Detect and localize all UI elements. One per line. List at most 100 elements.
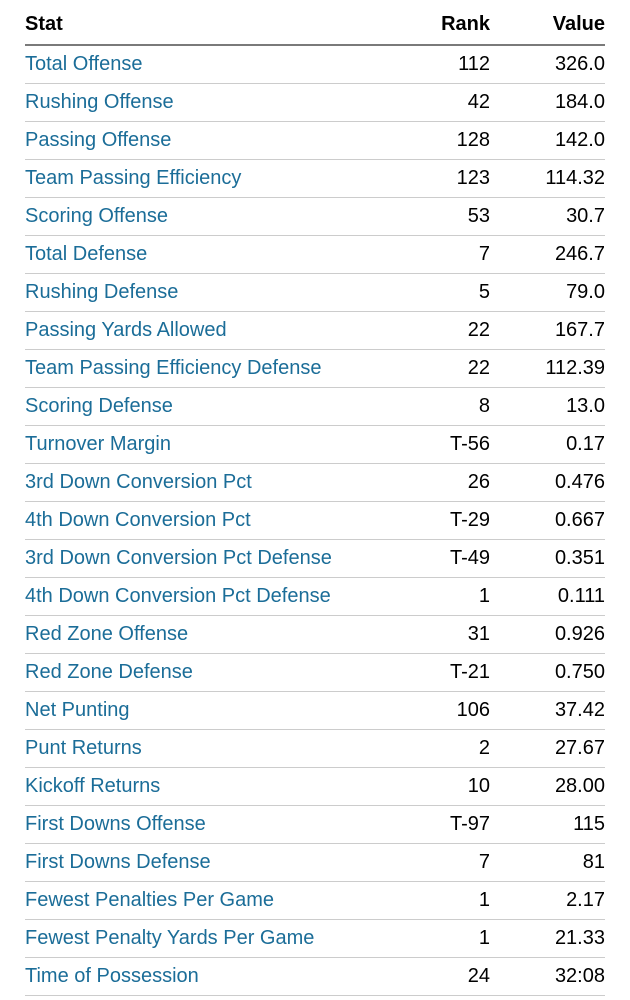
stat-link[interactable]: 3rd Down Conversion Pct [25, 471, 252, 493]
value-cell: 37.42 [490, 691, 605, 730]
stat-link[interactable]: 4th Down Conversion Pct [25, 509, 251, 531]
column-header-rank: Rank [400, 0, 490, 46]
rank-cell: 22 [400, 311, 490, 350]
table-row: Turnover Margin T-56 0.17 [25, 425, 605, 464]
stat-link[interactable]: Rushing Offense [25, 91, 174, 113]
stat-cell: 3rd Down Conversion Pct [25, 463, 400, 502]
column-header-value: Value [490, 0, 605, 46]
table-row: Passing Offense 128 142.0 [25, 121, 605, 160]
table-row: 3rd Down Conversion Pct Defense T-49 0.3… [25, 539, 605, 578]
stat-cell: Time of Possession [25, 957, 400, 996]
rank-cell: T-29 [400, 501, 490, 540]
table-row: 4th Down Conversion Pct Defense 1 0.111 [25, 577, 605, 616]
stat-link[interactable]: Red Zone Defense [25, 661, 193, 683]
value-cell: 28.00 [490, 767, 605, 806]
stat-link[interactable]: Rushing Defense [25, 281, 179, 303]
table-row: Team Passing Efficiency Defense 22 112.3… [25, 349, 605, 388]
stat-cell: Kickoff Returns [25, 767, 400, 806]
rank-cell: 123 [400, 159, 490, 198]
table-row: Red Zone Offense 31 0.926 [25, 615, 605, 654]
rank-cell: 7 [400, 843, 490, 882]
rank-cell: 5 [400, 273, 490, 312]
stat-link[interactable]: Passing Yards Allowed [25, 319, 227, 341]
table-row: Team Passing Efficiency 123 114.32 [25, 159, 605, 198]
value-cell: 167.7 [490, 311, 605, 350]
table-row: Kickoff Returns 10 28.00 [25, 767, 605, 806]
stat-link[interactable]: Scoring Defense [25, 395, 173, 417]
value-cell: 0.351 [490, 539, 605, 578]
stat-cell: Team Passing Efficiency Defense [25, 349, 400, 388]
stat-link[interactable]: Time of Possession [25, 965, 199, 987]
stat-link[interactable]: Passing Offense [25, 129, 172, 151]
table-row: Scoring Offense 53 30.7 [25, 197, 605, 236]
stat-link[interactable]: Kickoff Returns [25, 775, 161, 797]
table-row: 4th Down Conversion Pct T-29 0.667 [25, 501, 605, 540]
stat-link[interactable]: Fewest Penalties Per Game [25, 889, 274, 911]
stat-link[interactable]: Net Punting [25, 699, 130, 721]
stat-cell: Rushing Defense [25, 273, 400, 312]
stat-link[interactable]: Punt Returns [25, 737, 142, 759]
stat-cell: Fewest Penalty Yards Per Game [25, 919, 400, 958]
team-stats-table: Stat Rank Value Total Offense 112 326.0 … [25, 0, 605, 996]
value-cell: 246.7 [490, 235, 605, 274]
rank-cell: 2 [400, 729, 490, 768]
table-row: Scoring Defense 8 13.0 [25, 387, 605, 426]
stat-link[interactable]: Total Defense [25, 243, 148, 265]
stat-cell: Red Zone Defense [25, 653, 400, 692]
stat-link[interactable]: First Downs Defense [25, 851, 211, 873]
value-cell: 81 [490, 843, 605, 882]
stat-cell: Scoring Defense [25, 387, 400, 426]
table-row: Net Punting 106 37.42 [25, 691, 605, 730]
table-row: Red Zone Defense T-21 0.750 [25, 653, 605, 692]
table-row: Punt Returns 2 27.67 [25, 729, 605, 768]
rank-cell: T-21 [400, 653, 490, 692]
stat-link[interactable]: Team Passing Efficiency Defense [25, 357, 322, 379]
table-row: 3rd Down Conversion Pct 26 0.476 [25, 463, 605, 502]
rank-cell: 8 [400, 387, 490, 426]
table-row: Rushing Offense 42 184.0 [25, 83, 605, 122]
stat-cell: 4th Down Conversion Pct [25, 501, 400, 540]
table-row: Fewest Penalties Per Game 1 2.17 [25, 881, 605, 920]
stat-cell: First Downs Offense [25, 805, 400, 844]
rank-cell: 1 [400, 919, 490, 958]
stat-cell: Team Passing Efficiency [25, 159, 400, 198]
stat-cell: 4th Down Conversion Pct Defense [25, 577, 400, 616]
value-cell: 0.476 [490, 463, 605, 502]
stat-link[interactable]: Red Zone Offense [25, 623, 189, 645]
stat-cell: Rushing Offense [25, 83, 400, 122]
table-row: Rushing Defense 5 79.0 [25, 273, 605, 312]
table-row: Fewest Penalty Yards Per Game 1 21.33 [25, 919, 605, 958]
stat-link[interactable]: Scoring Offense [25, 205, 169, 227]
stat-link[interactable]: Total Offense [25, 53, 143, 75]
stat-link[interactable]: Turnover Margin [25, 433, 171, 455]
stat-cell: Turnover Margin [25, 425, 400, 464]
value-cell: 0.667 [490, 501, 605, 540]
stat-cell: Total Offense [25, 45, 400, 84]
column-header-stat: Stat [25, 0, 400, 46]
stat-link[interactable]: First Downs Offense [25, 813, 206, 835]
rank-cell: 53 [400, 197, 490, 236]
rank-cell: 22 [400, 349, 490, 388]
rank-cell: 31 [400, 615, 490, 654]
rank-cell: 24 [400, 957, 490, 996]
rank-cell: 128 [400, 121, 490, 160]
value-cell: 184.0 [490, 83, 605, 122]
rank-cell: T-97 [400, 805, 490, 844]
stat-cell: Scoring Offense [25, 197, 400, 236]
stat-link[interactable]: Fewest Penalty Yards Per Game [25, 927, 315, 949]
rank-cell: 1 [400, 881, 490, 920]
rank-cell: 42 [400, 83, 490, 122]
stat-cell: Fewest Penalties Per Game [25, 881, 400, 920]
stat-cell: 3rd Down Conversion Pct Defense [25, 539, 400, 578]
value-cell: 0.17 [490, 425, 605, 464]
stat-link[interactable]: 4th Down Conversion Pct Defense [25, 585, 331, 607]
rank-cell: 7 [400, 235, 490, 274]
stat-link[interactable]: 3rd Down Conversion Pct Defense [25, 547, 332, 569]
stat-link[interactable]: Team Passing Efficiency [25, 167, 242, 189]
stat-cell: Total Defense [25, 235, 400, 274]
value-cell: 0.111 [490, 577, 605, 616]
rank-cell: T-49 [400, 539, 490, 578]
stat-cell: Passing Offense [25, 121, 400, 160]
value-cell: 0.750 [490, 653, 605, 692]
value-cell: 30.7 [490, 197, 605, 236]
